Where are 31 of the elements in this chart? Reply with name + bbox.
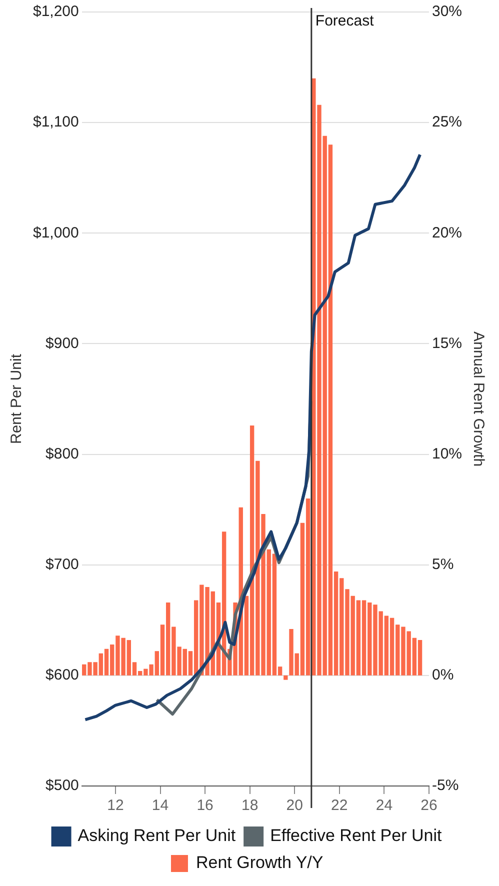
- x-tick-label: 16: [196, 797, 214, 814]
- y-tick-label: $700: [46, 556, 79, 573]
- y-tick-label: $1,200: [32, 3, 79, 20]
- legend-label: Rent Growth Y/Y: [196, 853, 324, 872]
- y-axis-title: Rent Per Unit: [8, 353, 26, 444]
- x-tick-label: 18: [241, 797, 258, 814]
- x-tick-label: 22: [331, 797, 348, 814]
- ref-line-label: Forecast: [315, 12, 375, 30]
- legend-label: Asking Rent Per Unit: [78, 826, 236, 846]
- legend-label: Effective Rent Per Unit: [270, 826, 442, 846]
- y2-tick-label: -5%: [432, 777, 459, 794]
- y2-tick-label: 15%: [432, 334, 462, 352]
- x-tick-label: 26: [420, 797, 438, 814]
- y2-tick-label: 10%: [432, 445, 462, 462]
- y-tick-label: $600: [46, 666, 79, 684]
- y2-tick-label: 25%: [432, 114, 462, 131]
- bar: [284, 675, 288, 680]
- y2-tick-label: 0%: [432, 666, 454, 684]
- x-tick-label: 20: [286, 797, 303, 814]
- y-tick-label: $900: [46, 334, 79, 352]
- y2-tick-label: 20%: [432, 224, 462, 242]
- y2-axis-title: Annual Rent Growth: [470, 331, 487, 467]
- y-tick-label: $1,100: [32, 114, 79, 131]
- y-tick-label: $500: [46, 777, 79, 794]
- y-tick-label: $1,000: [32, 224, 79, 242]
- x-tick-label: 14: [152, 797, 169, 814]
- x-tick-label: 12: [107, 797, 124, 814]
- y-tick-label: $800: [46, 445, 79, 462]
- y2-tick-label: 5%: [432, 556, 454, 573]
- x-tick-label: 24: [376, 797, 393, 814]
- y2-tick-label: 30%: [432, 3, 462, 20]
